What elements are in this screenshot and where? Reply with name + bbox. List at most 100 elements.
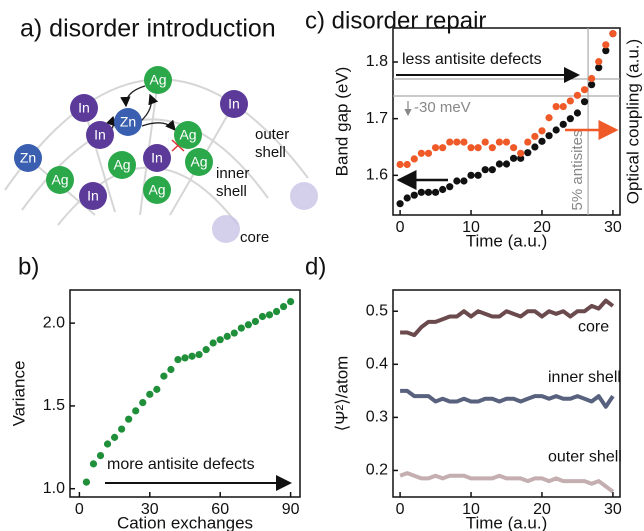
series-label: outer shell bbox=[548, 448, 622, 465]
data-point bbox=[160, 372, 168, 380]
atom-label: Ag bbox=[113, 157, 130, 173]
annotation: 5% antisites bbox=[569, 130, 586, 211]
atom-label: In bbox=[228, 96, 240, 112]
atom-label: In bbox=[151, 150, 163, 166]
atom bbox=[114, 108, 142, 136]
data-point bbox=[424, 188, 433, 196]
data-point bbox=[502, 138, 511, 146]
core-marker bbox=[212, 215, 240, 243]
data-point bbox=[588, 81, 596, 89]
atom bbox=[86, 121, 114, 149]
data-point bbox=[403, 194, 411, 202]
atom-label: Zn bbox=[120, 114, 136, 130]
data-point bbox=[146, 390, 154, 398]
data-point bbox=[396, 160, 404, 169]
y-axis-label: Band gap (eV) bbox=[332, 67, 351, 177]
data-point bbox=[595, 64, 603, 72]
shell-label: core bbox=[240, 229, 269, 246]
swap-arrow bbox=[141, 119, 176, 131]
atom bbox=[70, 94, 98, 122]
data-point bbox=[453, 177, 461, 185]
plot-frame bbox=[392, 289, 621, 498]
data-line bbox=[400, 298, 615, 338]
data-point bbox=[517, 154, 525, 162]
data-point bbox=[495, 138, 504, 146]
x-axis-label: Time (a.u.) bbox=[466, 513, 548, 531]
data-point bbox=[566, 115, 574, 123]
data-point bbox=[132, 407, 140, 415]
atom-label: Ag bbox=[148, 182, 165, 198]
data-point bbox=[481, 166, 489, 174]
data-point bbox=[265, 311, 274, 319]
y-axis-label: Variance bbox=[9, 361, 28, 427]
x-axis-label: Time (a.u.) bbox=[466, 231, 548, 250]
y-tick-label: 0.4 bbox=[366, 356, 388, 373]
data-point bbox=[396, 200, 404, 208]
data-point bbox=[488, 166, 496, 174]
atom bbox=[14, 144, 42, 172]
atom-label: In bbox=[87, 188, 99, 204]
data-point bbox=[287, 297, 295, 306]
annotation: -30 meV bbox=[414, 99, 471, 116]
data-point bbox=[588, 74, 596, 83]
data-point bbox=[531, 132, 539, 141]
data-point bbox=[431, 188, 440, 196]
data-point bbox=[279, 302, 288, 311]
x-axis-label: Cation exchanges bbox=[117, 513, 253, 531]
atom bbox=[143, 144, 171, 172]
x-tick-label: 20 bbox=[533, 219, 551, 236]
data-point bbox=[272, 307, 281, 316]
atom bbox=[46, 166, 74, 194]
panel-title: d) bbox=[305, 253, 326, 280]
y2-axis-label: Optical coupling (a.u.) bbox=[623, 39, 642, 204]
x-tick-label: 0 bbox=[396, 219, 405, 236]
data-point bbox=[453, 138, 461, 146]
panel-title: a) disorder introduction bbox=[20, 15, 276, 43]
data-point bbox=[195, 350, 203, 359]
plot-frame bbox=[392, 27, 621, 216]
data-point bbox=[410, 191, 418, 199]
data-point bbox=[153, 385, 161, 393]
y-axis-label: ⟨Ψ²⟩/atom bbox=[332, 356, 351, 432]
data-point bbox=[538, 127, 546, 135]
data-point bbox=[559, 102, 567, 111]
data-point bbox=[230, 329, 238, 337]
data-point bbox=[410, 155, 418, 163]
atom-label: In bbox=[78, 100, 90, 116]
data-point bbox=[431, 144, 440, 152]
data-point bbox=[552, 102, 560, 111]
atom-label: Ag bbox=[179, 127, 196, 143]
data-point bbox=[580, 98, 589, 106]
data-point bbox=[417, 188, 425, 196]
swap-arrow bbox=[120, 85, 146, 108]
atom-label: Ag bbox=[149, 72, 166, 88]
x-tick-label: 30 bbox=[604, 219, 622, 236]
data-point bbox=[188, 352, 196, 360]
y-tick-label: 1.0 bbox=[43, 480, 65, 497]
y-tick-label: 1.8 bbox=[366, 53, 388, 70]
data-point bbox=[552, 126, 560, 134]
data-point bbox=[502, 160, 511, 168]
x-tick-label: 90 bbox=[282, 501, 300, 518]
data-point bbox=[96, 452, 105, 460]
data-point bbox=[580, 86, 589, 94]
data-point bbox=[237, 324, 245, 332]
data-point bbox=[517, 149, 525, 157]
data-point bbox=[531, 143, 539, 151]
swap-arrow bbox=[139, 93, 159, 123]
atom bbox=[79, 182, 107, 210]
data-point bbox=[439, 144, 447, 152]
atom bbox=[220, 90, 248, 118]
atom bbox=[185, 148, 213, 176]
shell-label: inner shell bbox=[216, 165, 249, 200]
data-point bbox=[139, 399, 147, 407]
data-point bbox=[460, 138, 468, 146]
data-point bbox=[89, 460, 98, 468]
data-point bbox=[474, 171, 482, 179]
data-point bbox=[467, 171, 475, 179]
atom bbox=[174, 121, 202, 149]
data-point bbox=[495, 160, 504, 168]
data-point bbox=[424, 149, 433, 157]
data-point bbox=[223, 332, 231, 340]
shell-label: outer shell bbox=[255, 126, 289, 161]
